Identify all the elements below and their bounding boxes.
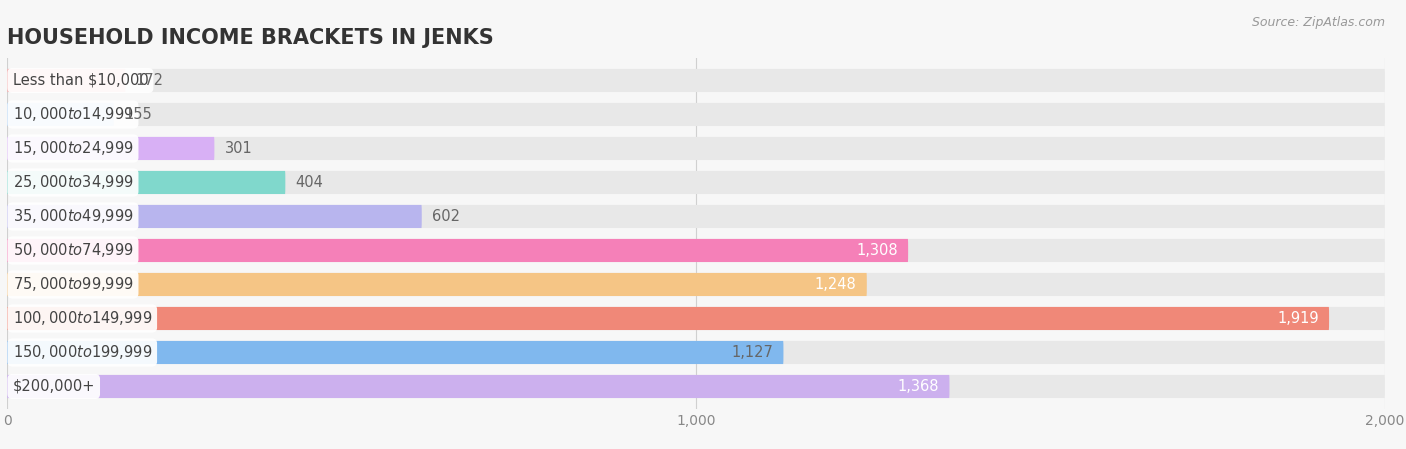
- FancyBboxPatch shape: [7, 307, 1385, 330]
- Text: 155: 155: [124, 107, 152, 122]
- Text: 404: 404: [295, 175, 323, 190]
- FancyBboxPatch shape: [7, 103, 1385, 126]
- FancyBboxPatch shape: [7, 69, 125, 92]
- FancyBboxPatch shape: [7, 341, 783, 364]
- FancyBboxPatch shape: [7, 205, 422, 228]
- FancyBboxPatch shape: [7, 341, 1385, 364]
- FancyBboxPatch shape: [7, 273, 868, 296]
- Text: $50,000 to $74,999: $50,000 to $74,999: [13, 242, 134, 260]
- FancyBboxPatch shape: [7, 307, 1329, 330]
- Text: 172: 172: [136, 73, 165, 88]
- FancyBboxPatch shape: [7, 171, 285, 194]
- Text: 1,308: 1,308: [856, 243, 898, 258]
- Text: Less than $10,000: Less than $10,000: [13, 73, 148, 88]
- FancyBboxPatch shape: [7, 69, 1385, 92]
- Text: 1,248: 1,248: [814, 277, 856, 292]
- Text: $35,000 to $49,999: $35,000 to $49,999: [13, 207, 134, 225]
- Text: 602: 602: [432, 209, 460, 224]
- Text: $75,000 to $99,999: $75,000 to $99,999: [13, 276, 134, 294]
- Text: 1,919: 1,919: [1277, 311, 1319, 326]
- Text: $200,000+: $200,000+: [13, 379, 96, 394]
- FancyBboxPatch shape: [7, 137, 214, 160]
- Text: Source: ZipAtlas.com: Source: ZipAtlas.com: [1251, 16, 1385, 29]
- Text: $100,000 to $149,999: $100,000 to $149,999: [13, 309, 152, 327]
- FancyBboxPatch shape: [7, 375, 1385, 398]
- Text: 1,368: 1,368: [897, 379, 939, 394]
- FancyBboxPatch shape: [7, 137, 1385, 160]
- Text: 301: 301: [225, 141, 253, 156]
- FancyBboxPatch shape: [7, 239, 908, 262]
- FancyBboxPatch shape: [7, 375, 949, 398]
- Text: $150,000 to $199,999: $150,000 to $199,999: [13, 343, 152, 361]
- Text: $25,000 to $34,999: $25,000 to $34,999: [13, 173, 134, 191]
- Text: 1,127: 1,127: [731, 345, 773, 360]
- Text: $10,000 to $14,999: $10,000 to $14,999: [13, 106, 134, 123]
- FancyBboxPatch shape: [7, 239, 1385, 262]
- Text: $15,000 to $24,999: $15,000 to $24,999: [13, 140, 134, 158]
- Text: HOUSEHOLD INCOME BRACKETS IN JENKS: HOUSEHOLD INCOME BRACKETS IN JENKS: [7, 28, 494, 48]
- FancyBboxPatch shape: [7, 273, 1385, 296]
- FancyBboxPatch shape: [7, 205, 1385, 228]
- FancyBboxPatch shape: [7, 171, 1385, 194]
- FancyBboxPatch shape: [7, 103, 114, 126]
